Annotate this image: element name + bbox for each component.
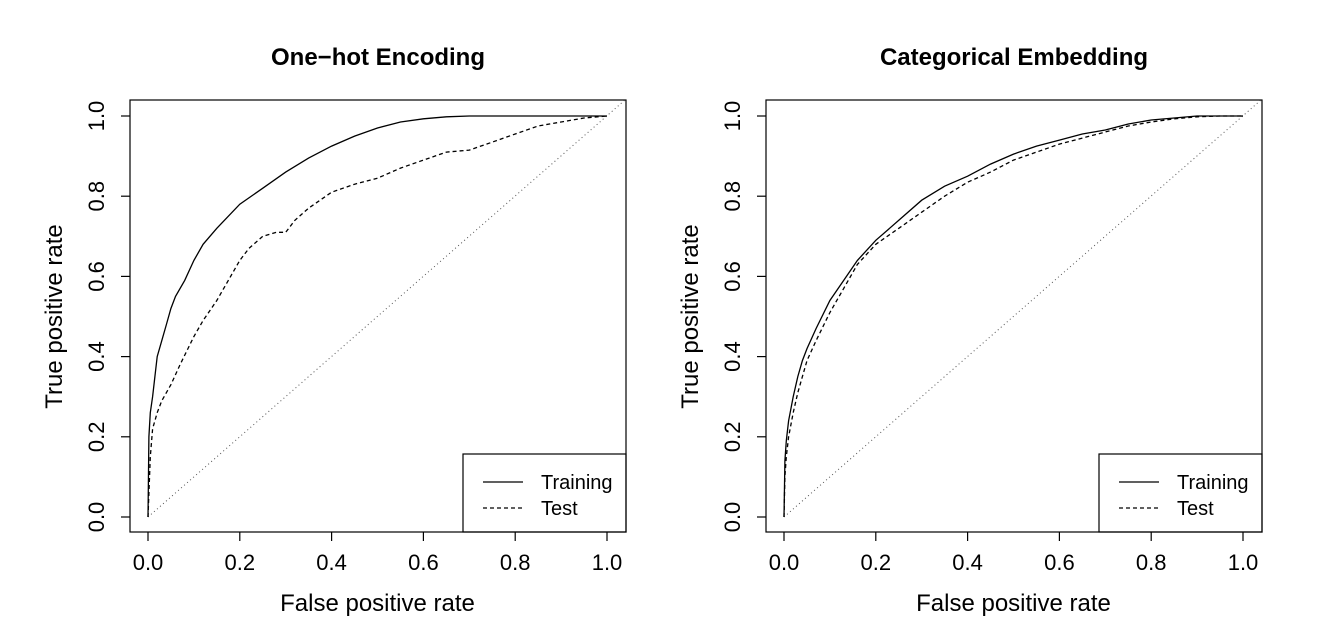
legend: Training Test (462, 453, 627, 533)
chance-diagonal-line (783, 99, 1262, 518)
y-tick-label: 0.6 (84, 261, 109, 292)
y-tick-label: 1.0 (720, 101, 745, 132)
y-tick-label: 0.8 (84, 181, 109, 212)
y-axis-label: True positive rate (41, 224, 68, 409)
legend-label-training: Training (541, 472, 613, 494)
y-tick-label: 0.0 (720, 502, 745, 533)
y-tick-label: 1.0 (84, 101, 109, 132)
y-tick-label: 0.4 (84, 341, 109, 372)
legend: Training Test (1098, 453, 1263, 533)
plot-frame (129, 99, 627, 533)
y-tick-label: 0.4 (720, 341, 745, 372)
legend-label-test: Test (541, 498, 578, 520)
x-tick-label: 1.0 (592, 550, 623, 575)
series-line-test (783, 115, 1243, 518)
chart-title: Categorical Embedding (880, 44, 1148, 71)
y-tick-label: 0.2 (720, 422, 745, 453)
y-tick-label: 0.2 (84, 422, 109, 453)
x-tick-label: 0.6 (1044, 550, 1075, 575)
chance-diagonal-line (147, 99, 626, 518)
x-tick-label: 0.0 (133, 550, 164, 575)
series-line-training (783, 115, 1243, 518)
x-tick-label: 0.6 (408, 550, 439, 575)
x-tick-label: 0.2 (861, 550, 892, 575)
chart-panel-1: One−hot Encoding 0.0 0.2 0.4 0.6 0.8 1.0 0.0 0.2… (41, 44, 627, 617)
x-axis-label: False positive rate (916, 590, 1111, 617)
series-line-test (147, 115, 608, 518)
x-tick-label: 0.8 (1136, 550, 1167, 575)
x-tick-label: 0.4 (952, 550, 983, 575)
legend-box (462, 453, 627, 533)
x-tick-label: 1.0 (1228, 550, 1259, 575)
x-tick-label: 0.2 (225, 550, 256, 575)
x-axis-label: False positive rate (280, 590, 475, 617)
x-tick-label: 0.8 (500, 550, 531, 575)
y-tick-label: 0.0 (84, 502, 109, 533)
y-tick-label: 0.6 (720, 261, 745, 292)
plot-frame (765, 99, 1263, 533)
legend-label-test: Test (1177, 498, 1214, 520)
chart-panel-2: Categorical Embedding 0.0 0.2 0.4 0.6 0.8 1.0 0… (677, 44, 1263, 617)
y-axis-label: True positive rate (677, 224, 704, 409)
x-tick-label: 0.0 (769, 550, 800, 575)
y-tick-label: 0.8 (720, 181, 745, 212)
legend-box (1098, 453, 1263, 533)
series-line-training (147, 115, 607, 518)
x-tick-label: 0.4 (316, 550, 347, 575)
chart-title: One−hot Encoding (271, 44, 485, 71)
legend-label-training: Training (1177, 472, 1249, 494)
